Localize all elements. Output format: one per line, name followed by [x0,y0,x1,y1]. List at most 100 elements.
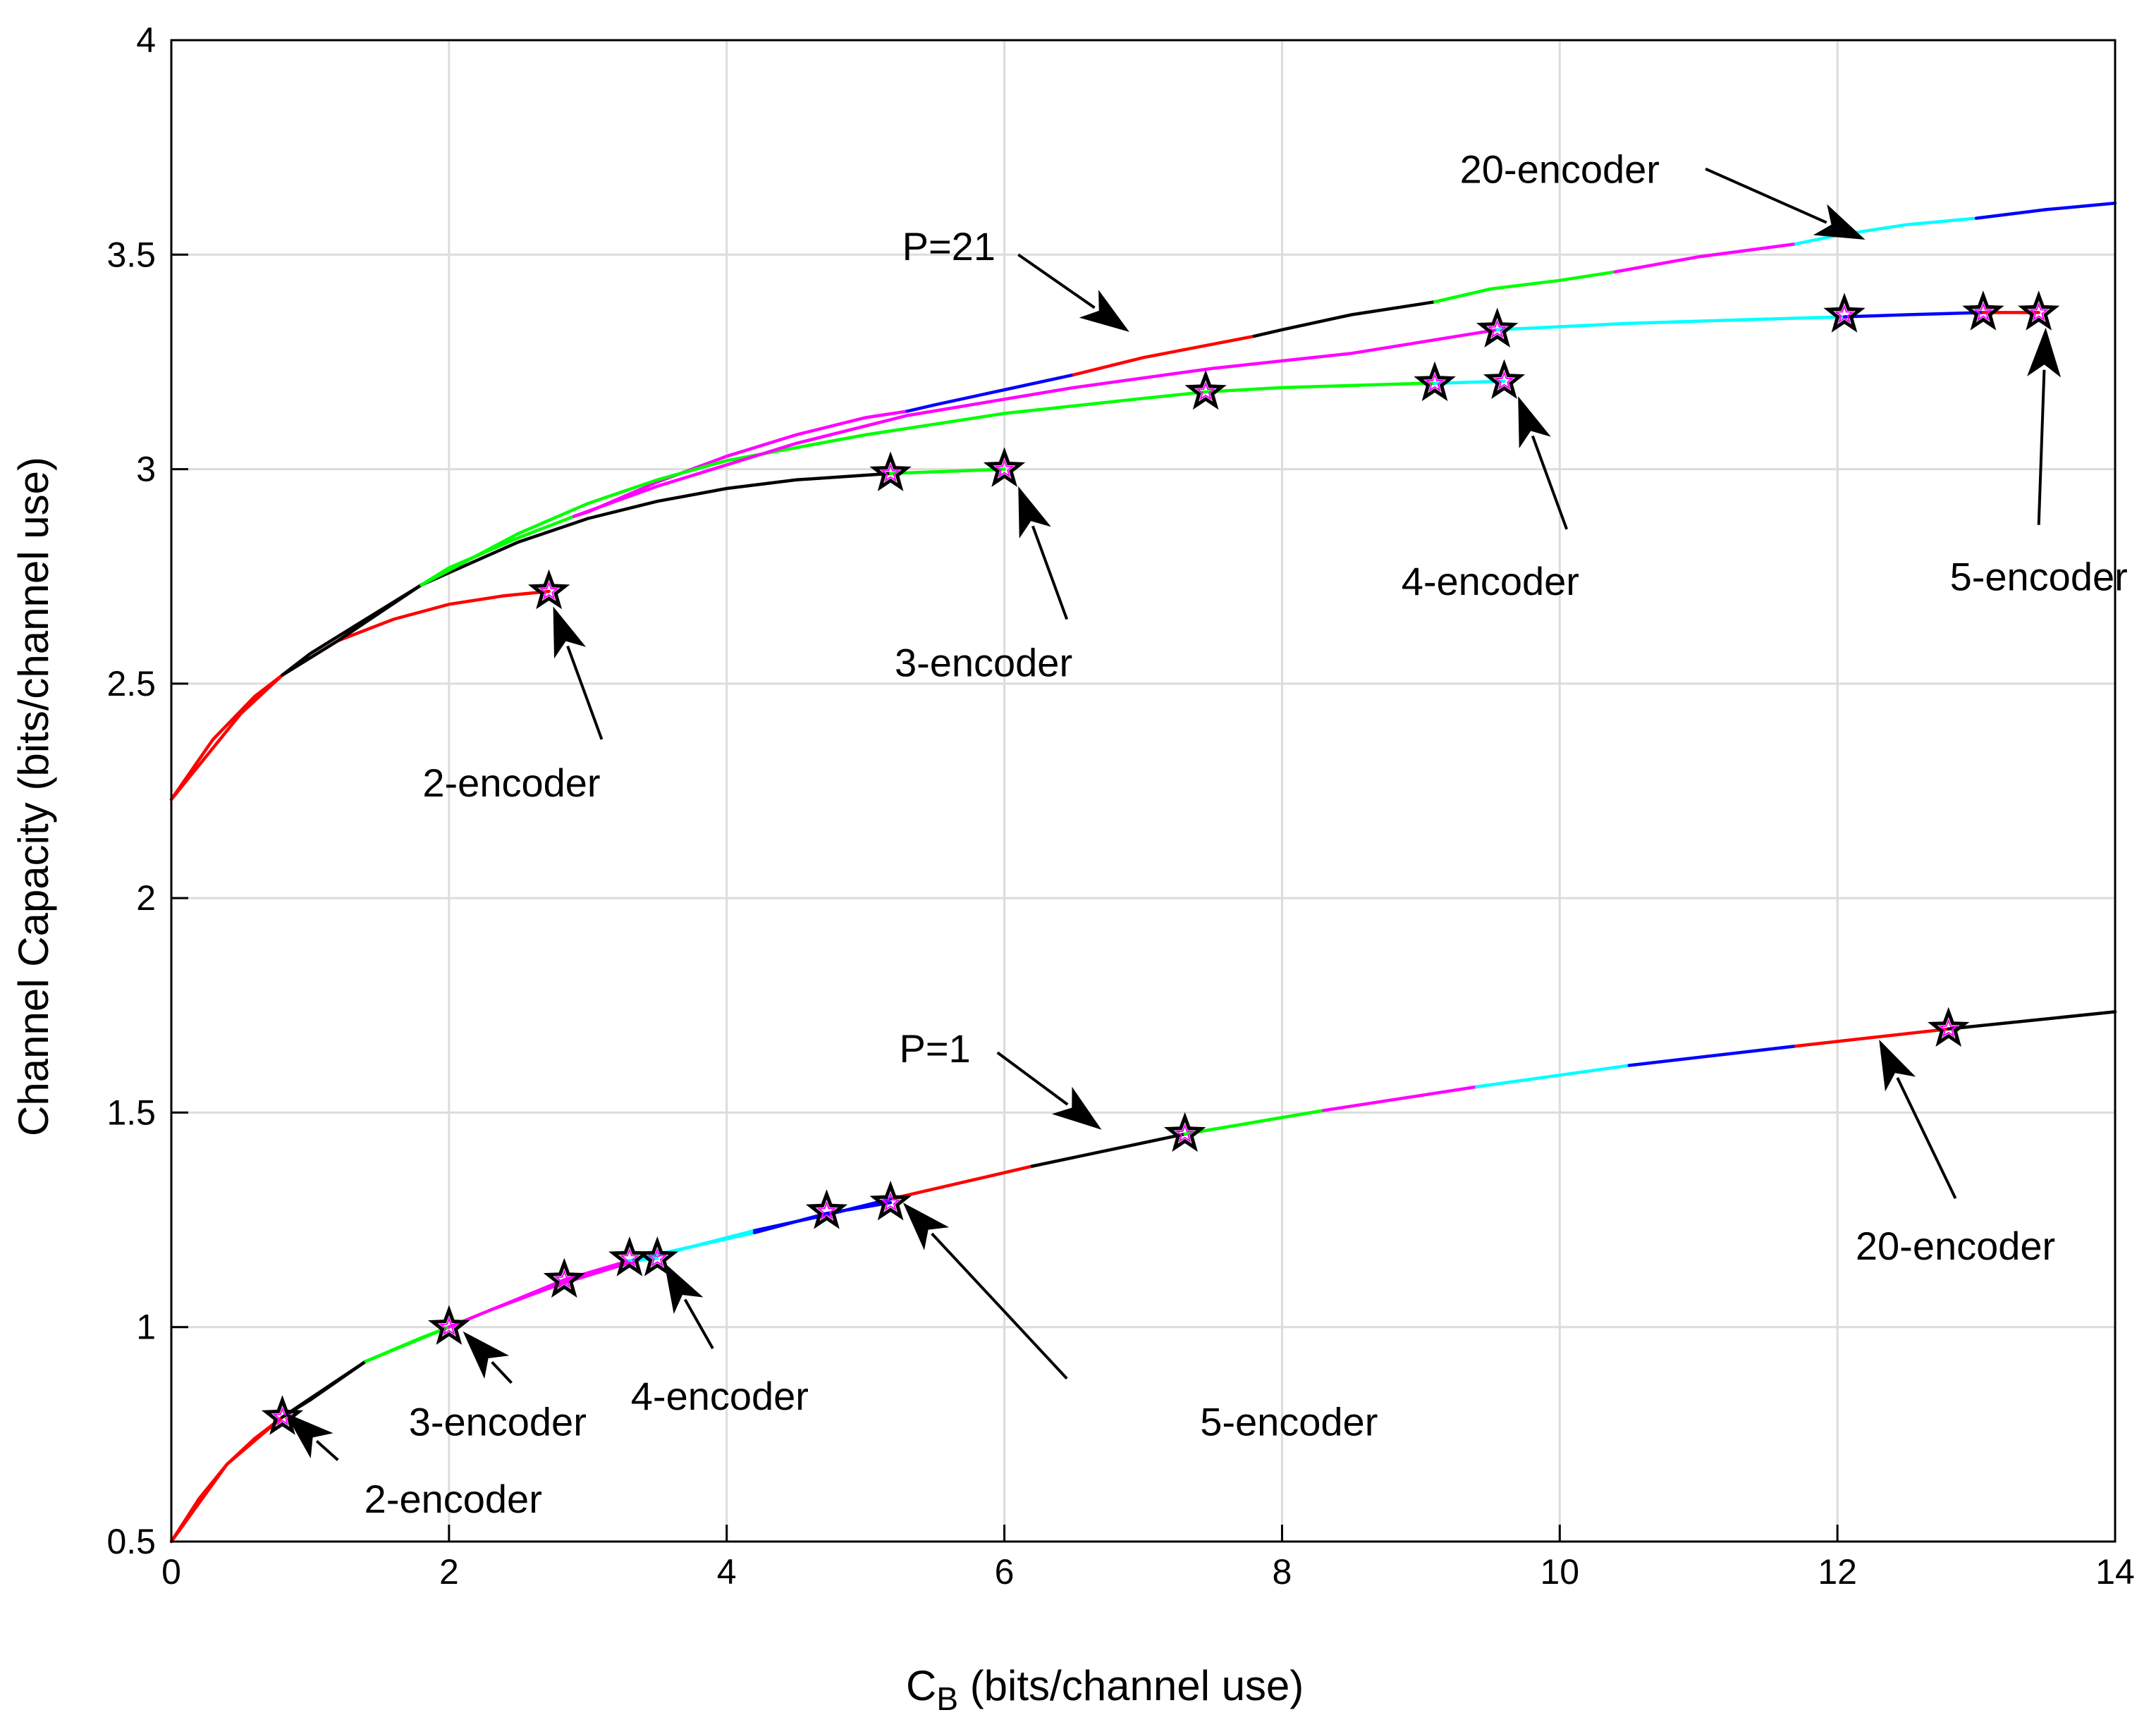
star-marker [1962,290,2004,331]
annotation-arrow-head [463,1331,510,1379]
series-p-1-3-segment [627,1231,757,1262]
x-tick-label: 12 [1818,1552,1857,1592]
series-p-21-1-segment [888,467,1006,475]
annotation-arrow-head [2027,327,2062,378]
y-tick-label: 4 [136,20,156,60]
annotation-label: 4-encoder [631,1374,809,1418]
annotation-arrow-head [664,1262,704,1315]
star-marker [1414,361,1456,402]
star-marker-inner [1424,373,1445,392]
star-marker [1928,1007,1970,1047]
star-marker [261,1395,304,1435]
annotation-arrow-shaft [1531,435,1569,530]
star-marker-inner [1487,319,1507,338]
axes [170,39,2117,1543]
envelope-p-1-segment [169,1415,284,1544]
annotations: 20-encoder P=21 2-encoder 3-encoder 4-encode… [365,147,2128,1522]
envelope-p-1-segment [1322,1085,1478,1112]
y-tick-label: 3.5 [106,235,156,274]
annotation-arrow-shaft [931,1232,1068,1380]
star-marker [983,447,1026,487]
star-marker [1163,1112,1206,1152]
envelope-p-21-segment [1433,270,1617,304]
star-marker [428,1305,470,1345]
series-p-21-2-segment [419,381,1437,587]
series-p-21-3-segment [1842,311,1985,319]
star-marker-inner [619,1248,640,1267]
annotation-label: P=21 [902,224,996,269]
tick-labels: 0 2 4 6 8 10 12 14 0.5 1 1.5 2 2.5 3 3.5 4 [106,20,2134,1592]
envelope-p-1-segment [891,1164,1034,1200]
star-marker [1823,293,1866,333]
star-marker-inner [439,1316,460,1336]
x-axis-label: CB (bits/channel use) [906,1662,1304,1717]
annotation-label: 20-encoder [1856,1224,2055,1268]
star-marker-inner [554,1269,575,1289]
y-tick-label: 2.5 [106,664,156,703]
star-marker-inner [994,458,1015,478]
y-tick-label: 0.5 [106,1522,156,1561]
annotation-arrows [285,167,2062,1461]
annotation-label: 5-encoder [1200,1400,1378,1444]
star-marker-inner [2028,302,2049,321]
annotation-label: 20-encoder [1460,147,1660,192]
star-marker-inner [647,1248,668,1267]
annotation-arrow-shaft [1031,525,1069,620]
star-marker [2018,290,2060,331]
envelope-p-21-segment [1613,242,1798,273]
envelope-p-21-segment [169,673,284,801]
annotation-arrow-head [1018,486,1051,539]
star-marker-inner [1973,302,1994,321]
star-marker [1184,369,1227,410]
annotation-arrow-shaft [996,1051,1069,1106]
y-tick-label: 1.5 [106,1093,156,1132]
series-p-21-3-segment [1495,315,1846,332]
annotation-arrow-shaft [2037,369,2046,525]
y-tick-label: 3 [136,450,156,489]
plot-frame [170,39,2117,1543]
star-marker-inner [1175,1124,1195,1143]
star-marker [805,1189,848,1229]
series-p-1-1-segment [281,1360,367,1419]
envelope-p-21-segment [905,373,1076,413]
annotation-label: 2-encoder [422,761,600,805]
series-p-1-1-segment [364,1325,451,1363]
annotation-arrow-shaft [1017,253,1096,309]
annotation-label: P=1 [900,1026,971,1071]
envelope-p-21-segment [1974,202,2117,220]
x-tick-label: 8 [1273,1552,1292,1592]
curves [169,202,2117,1544]
envelope-p-1-segment [1627,1044,1798,1067]
star-marker [527,569,570,610]
x-tick-label: 4 [717,1552,737,1592]
x-tick-label: 2 [439,1552,459,1592]
star-marker-inner [880,462,901,482]
y-axis-label: Channel Capacity (bits/channel use) [10,457,57,1136]
envelope-p-21-segment [1252,300,1437,338]
x-tick-label: 10 [1540,1552,1579,1592]
x-tick-label: 6 [995,1552,1015,1592]
star-marker [869,1181,912,1221]
annotation-arrow-head [902,1203,950,1250]
annotation-arrow-shaft [683,1298,714,1350]
star-marker-inner [880,1192,901,1212]
annotation-arrow-head [1813,204,1866,240]
envelope-p-1-segment [1183,1109,1325,1136]
star-marker-inner [1195,381,1216,401]
star-marker-inner [539,581,559,601]
annotation-arrow-shaft [566,645,604,740]
envelope-p-21-segment [1794,216,1978,246]
series-p-1-3-segment [752,1200,893,1235]
star-marker [869,451,912,491]
x-axis-label-sub: B [936,1680,958,1717]
star-marker [1483,359,1526,400]
annotation-arrow-head [553,606,587,659]
y-tick-label: 1 [136,1308,156,1347]
annotation-label: 4-encoder [1402,559,1579,603]
envelope-p-1-segment [1474,1064,1631,1089]
series-p-21-1-segment [281,472,893,677]
annotation-arrow-head [1518,396,1551,449]
annotation-arrow-shaft [1896,1077,1957,1200]
star-marker [608,1236,651,1277]
